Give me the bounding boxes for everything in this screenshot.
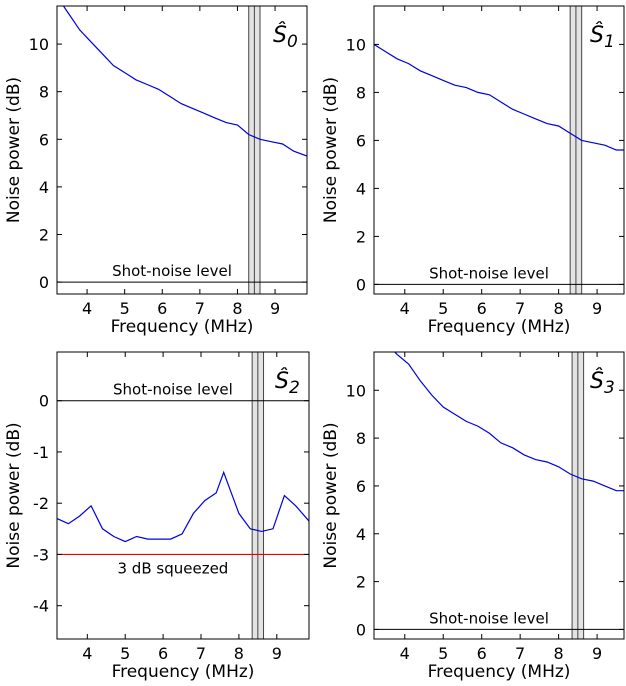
- x-tick-label: 8: [554, 644, 564, 663]
- y-tick-label: 10: [29, 35, 49, 54]
- y-tick-label: 0: [356, 275, 366, 294]
- panel-label: Ŝ3: [590, 368, 615, 398]
- x-tick-label: 5: [120, 644, 130, 663]
- axes-frame: [374, 6, 624, 294]
- x-tick-label: 4: [400, 299, 410, 318]
- shot-noise-label: Shot-noise level: [113, 381, 233, 399]
- x-axis-label: Frequency (MHz): [111, 317, 254, 337]
- y-tick-label: 8: [356, 429, 366, 448]
- y-tick-label: 6: [356, 477, 366, 496]
- y-tick-label: 8: [39, 83, 49, 102]
- x-axis-label: Frequency (MHz): [428, 317, 571, 337]
- y-tick-label: 10: [346, 381, 366, 400]
- noise-series-line: [57, 472, 309, 541]
- x-axis-label: Frequency (MHz): [112, 662, 255, 682]
- y-tick-label: 4: [356, 179, 366, 198]
- y-tick-label: 6: [356, 131, 366, 150]
- x-tick-label: 9: [272, 644, 282, 663]
- y-tick-label: -3: [33, 545, 49, 564]
- chart-panel-0: Shot-noise level 4 5 6 7 8 9 0 2 4 6 8 10 Frequency (…: [4, 0, 307, 337]
- x-tick-label: 7: [515, 299, 525, 318]
- x-tick-label: 8: [554, 299, 564, 318]
- x-axis-label: Frequency (MHz): [428, 662, 571, 682]
- y-tick-label: 2: [356, 227, 366, 246]
- noise-series-line: [57, 0, 307, 156]
- x-tick-label: 8: [234, 644, 244, 663]
- y-tick-label: 10: [346, 35, 366, 54]
- y-tick-label: 2: [356, 573, 366, 592]
- x-tick-label: 7: [195, 299, 205, 318]
- x-tick-label: 5: [438, 644, 448, 663]
- y-tick-label: 4: [39, 178, 49, 197]
- x-tick-label: 6: [477, 299, 487, 318]
- x-tick-label: 4: [82, 299, 92, 318]
- x-tick-label: 4: [82, 644, 92, 663]
- y-tick-label: 0: [356, 620, 366, 639]
- x-tick-label: 6: [157, 299, 167, 318]
- x-tick-label: 5: [120, 299, 130, 318]
- x-tick-label: 9: [592, 644, 602, 663]
- x-tick-label: 6: [158, 644, 168, 663]
- chart-panel-3: Shot-noise level 4 5 6 7 8 9 0 2 4 6 8 10 Frequency (…: [321, 331, 624, 683]
- panel-label: Ŝ0: [273, 22, 298, 52]
- chart-panel-1: Shot-noise level 4 5 6 7 8 9 0 2 4 6 8 10 Frequency (…: [321, 6, 624, 337]
- axes-frame: [374, 352, 624, 639]
- x-tick-label: 6: [477, 644, 487, 663]
- x-tick-label: 7: [515, 644, 525, 663]
- x-tick-label: 9: [592, 299, 602, 318]
- y-axis-label: Noise power (dB): [4, 77, 24, 223]
- noise-series-line: [374, 44, 624, 150]
- y-axis-label: Noise power (dB): [321, 422, 341, 568]
- x-tick-label: 5: [438, 299, 448, 318]
- shot-noise-label: Shot-noise level: [429, 264, 549, 282]
- x-tick-label: 7: [196, 644, 206, 663]
- y-axis-label: Noise power (dB): [4, 422, 24, 568]
- squeezing-label: 3 dB squeezed: [118, 559, 229, 577]
- y-tick-label: 6: [39, 130, 49, 149]
- x-tick-label: 9: [270, 299, 280, 318]
- x-tick-label: 8: [232, 299, 242, 318]
- y-tick-label: -4: [33, 597, 49, 616]
- x-tick-label: 4: [400, 644, 410, 663]
- y-tick-label: 0: [39, 392, 49, 411]
- y-tick-label: 8: [356, 83, 366, 102]
- y-axis-label: Noise power (dB): [321, 77, 341, 223]
- chart-panel-2: Shot-noise level 3 dB squeezed 4 5 6 7 8 9 0 -1 -2…: [4, 352, 309, 682]
- y-tick-label: -1: [33, 443, 49, 462]
- y-tick-label: 0: [39, 273, 49, 292]
- shot-noise-label: Shot-noise level: [429, 609, 549, 627]
- panel-label: Ŝ1: [590, 22, 615, 52]
- y-tick-label: 2: [39, 225, 49, 244]
- y-tick-label: 4: [356, 525, 366, 544]
- panel-label: Ŝ2: [275, 368, 300, 398]
- noise-series-line: [374, 331, 624, 491]
- axes-frame: [57, 6, 307, 294]
- shot-noise-label: Shot-noise level: [112, 262, 232, 280]
- y-tick-label: -2: [33, 494, 49, 513]
